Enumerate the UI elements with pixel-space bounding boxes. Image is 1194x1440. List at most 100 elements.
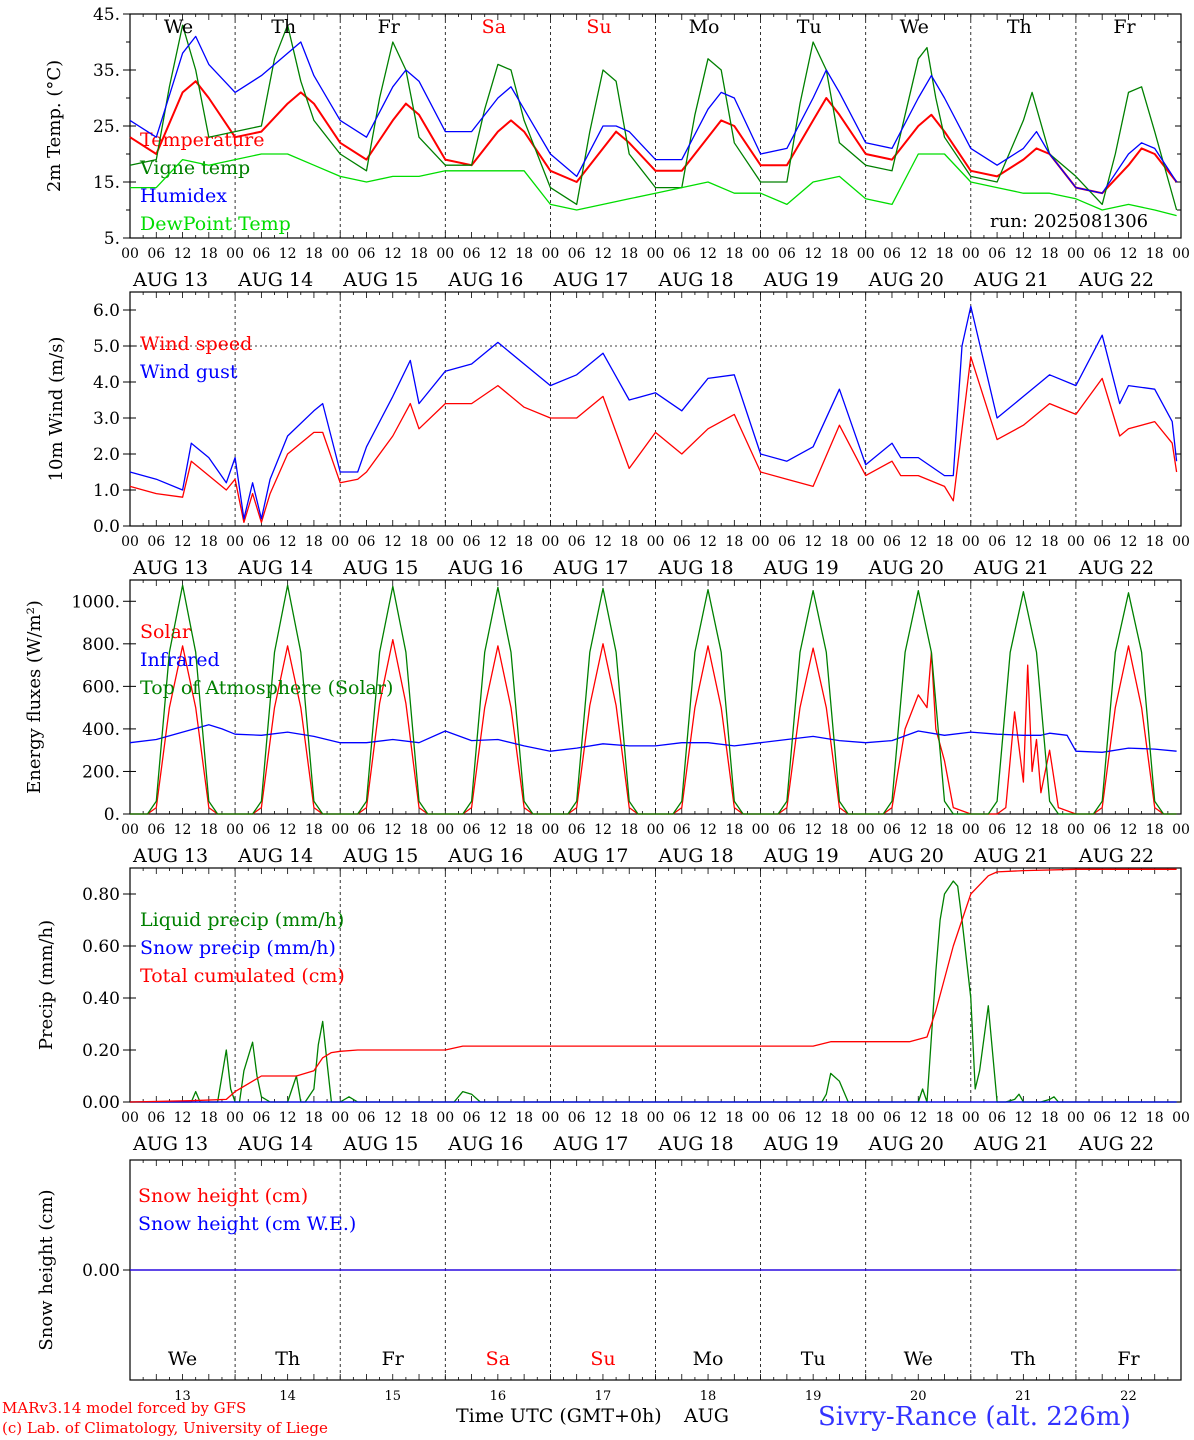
y-tick-label: 400. [82, 720, 120, 740]
date-label: AUG 17 [552, 1133, 628, 1155]
date-label: AUG 22 [1078, 1133, 1154, 1155]
hour-tick-label: 12 [174, 534, 192, 550]
legend-entry: DewPoint Temp [140, 213, 291, 235]
hour-tick-label: 06 [988, 534, 1006, 550]
hour-tick-label: 06 [1093, 534, 1111, 550]
day-number-label: 14 [279, 1389, 296, 1404]
hour-tick-label: 18 [515, 246, 533, 262]
y-tick-label: 15. [93, 173, 120, 193]
weekday-label: Su [586, 16, 611, 38]
hour-tick-label: 00 [647, 246, 665, 262]
hour-tick-label: 18 [410, 822, 428, 838]
weekday-label: Tu [797, 16, 822, 38]
hour-tick-label: 18 [515, 822, 533, 838]
hour-tick-label: 06 [988, 822, 1006, 838]
y-tick-label: 3.0 [93, 409, 120, 429]
date-label: AUG 20 [868, 1133, 944, 1155]
hour-tick-label: 12 [594, 246, 612, 262]
hour-tick-label: 00 [647, 822, 665, 838]
hour-tick-label: 12 [384, 822, 402, 838]
hour-tick-label: 12 [489, 534, 507, 550]
hour-tick-label: 00 [331, 822, 349, 838]
y-axis-title: 10m Wind (m/s) [46, 337, 67, 482]
legend-entry: Snow precip (mm/h) [140, 937, 336, 959]
credit-line-1: MARv3.14 model forced by GFS [2, 1399, 247, 1417]
hour-tick-label: 18 [831, 1110, 849, 1126]
hour-tick-label: 18 [936, 1110, 954, 1126]
hour-tick-label: 06 [988, 1110, 1006, 1126]
date-label: AUG 18 [657, 269, 733, 291]
hour-tick-label: 12 [1120, 1110, 1138, 1126]
hour-tick-label: 12 [594, 822, 612, 838]
hour-tick-label: 18 [831, 246, 849, 262]
hour-tick-label: 12 [699, 822, 717, 838]
date-label: AUG 19 [763, 269, 839, 291]
date-label: AUG 14 [237, 845, 313, 867]
y-tick-label: 35. [93, 61, 120, 81]
date-label: AUG 21 [973, 1133, 1049, 1155]
hour-tick-label: 12 [1120, 246, 1138, 262]
weekday-label: Sa [486, 1348, 510, 1370]
hour-tick-label: 12 [804, 1110, 822, 1126]
y-tick-label: 25. [93, 117, 120, 137]
weekday-label: Mo [693, 1348, 724, 1370]
y-tick-label: 1.0 [93, 481, 120, 501]
legend-entry: Temperature [140, 129, 264, 151]
hour-tick-label: 06 [673, 1110, 691, 1126]
hour-tick-label: 06 [147, 1110, 165, 1126]
hour-tick-label: 18 [410, 1110, 428, 1126]
day-number-label: 21 [1015, 1389, 1032, 1404]
hour-tick-label: 12 [174, 246, 192, 262]
hour-tick-label: 18 [1041, 246, 1059, 262]
hour-tick-label: 00 [331, 246, 349, 262]
hour-tick-label: 18 [200, 822, 218, 838]
hour-tick-label: 00 [857, 1110, 875, 1126]
hour-tick-label: 00 [226, 822, 244, 838]
series-dewpoint-temp [130, 153, 1177, 217]
hour-tick-label: 18 [305, 534, 323, 550]
hour-tick-label: 06 [673, 822, 691, 838]
hour-tick-label: 00 [541, 822, 559, 838]
y-axis-title: 2m Temp. (°C) [44, 60, 65, 192]
hour-tick-label: 18 [200, 246, 218, 262]
hour-tick-label: 00 [752, 822, 770, 838]
hour-tick-label: 00 [962, 534, 980, 550]
hour-tick-label: 00 [226, 1110, 244, 1126]
hour-tick-label: 00 [1067, 534, 1085, 550]
hour-tick-label: 12 [909, 246, 927, 262]
date-label: AUG 13 [132, 845, 208, 867]
legend-entry: Humidex [140, 185, 227, 207]
hour-tick-label: 06 [147, 534, 165, 550]
hour-tick-label: 18 [725, 534, 743, 550]
hour-tick-label: 06 [988, 246, 1006, 262]
hour-tick-label: 18 [1041, 534, 1059, 550]
hour-tick-label: 12 [804, 246, 822, 262]
hour-tick-label: 06 [568, 1110, 586, 1126]
hour-tick-label: 00 [1172, 246, 1190, 262]
hour-tick-label: 00 [436, 1110, 454, 1126]
date-label: AUG 21 [973, 557, 1049, 579]
hour-tick-label: 06 [778, 534, 796, 550]
panel-1: 5.15.25.35.45.2m Temp. (°C) TemperatureVi… [44, 5, 1190, 291]
hour-tick-label: 12 [174, 822, 192, 838]
hour-tick-label: 06 [147, 822, 165, 838]
y-tick-label: 200. [82, 762, 120, 782]
date-label: AUG 22 [1078, 269, 1154, 291]
hour-tick-label: 12 [699, 1110, 717, 1126]
date-label: AUG 17 [552, 845, 628, 867]
hour-tick-label: 18 [620, 534, 638, 550]
hour-tick-label: 18 [305, 822, 323, 838]
hour-tick-label: 00 [226, 534, 244, 550]
hour-tick-label: 12 [1120, 534, 1138, 550]
hour-tick-label: 18 [305, 246, 323, 262]
panel-2: 0.0 1.0 2.0 3.0 4.0 5.0 6.0 10m Wind (m/s) Wind … [46, 291, 1190, 579]
weekday-label: We [900, 16, 929, 38]
hour-tick-label: 12 [279, 1110, 297, 1126]
date-label: AUG 18 [657, 557, 733, 579]
hour-tick-label: 18 [725, 1110, 743, 1126]
y-tick-label: 0.60 [82, 937, 120, 957]
hour-tick-label: 18 [1041, 822, 1059, 838]
date-label: AUG 16 [447, 1133, 523, 1155]
y-tick-label: 0. [104, 805, 120, 825]
hour-tick-label: 06 [883, 246, 901, 262]
